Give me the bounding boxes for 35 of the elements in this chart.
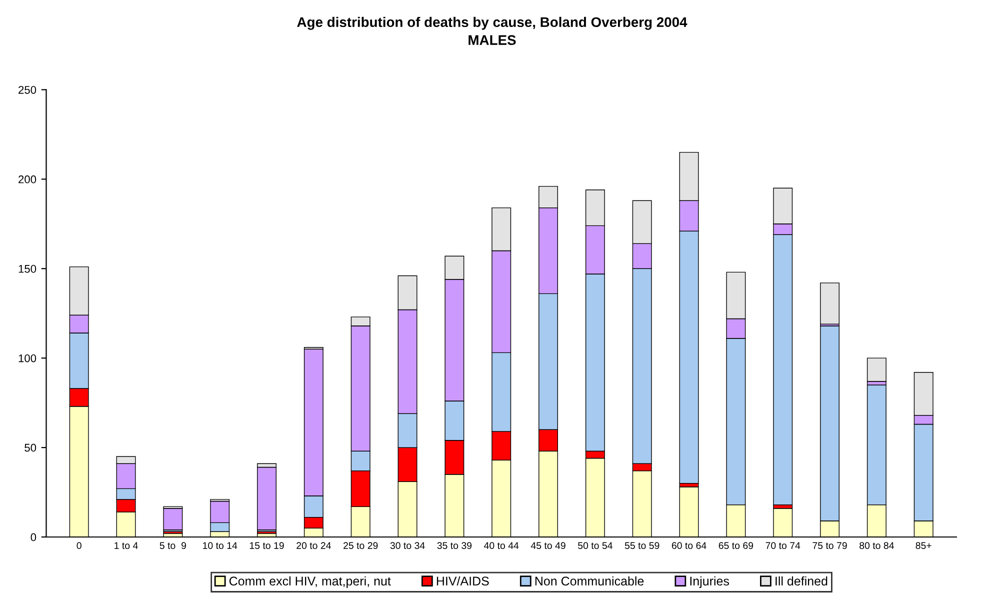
legend-label: Ill defined	[776, 576, 828, 586]
chart-subtitle: MALES	[468, 35, 516, 45]
bar	[257, 466, 276, 530]
x-tick-label: 15 to 19	[250, 542, 284, 550]
x-tick-label: 70 to 74	[766, 542, 800, 550]
x-tick-label: 80 to 84	[860, 542, 894, 550]
x-tick-label: 35 to 39	[437, 542, 472, 550]
legend-label: HIV/AIDS	[436, 576, 489, 586]
legend-label: Comm excl HIV, mat,peri, nut	[229, 576, 391, 588]
x-tick-label: 75 to 79	[812, 542, 847, 550]
x-tick-label: 55 to 59	[624, 542, 660, 550]
x-tick-label: 20 to 24	[296, 542, 331, 550]
x-tick-label: 40 to 44	[484, 542, 519, 550]
bar	[163, 508, 183, 530]
legend-label: Non Communicable	[535, 576, 644, 586]
chart-title: Age distribution of deaths by cause, Boland Overberg 2004	[297, 16, 688, 30]
bar	[866, 358, 886, 382]
x-tick-label: 5 to 9	[160, 542, 186, 550]
x-tick-label: 60 to 64	[672, 542, 706, 550]
y-tick-label: 250	[18, 86, 36, 94]
x-tick-label: 1 to 4	[114, 542, 138, 550]
y-tick-label: 150	[18, 264, 36, 273]
x-tick-label: 0	[76, 542, 82, 550]
y-tick-label: 100	[18, 354, 36, 362]
legend-label: Injuries	[690, 576, 730, 588]
y-tick-label: 200	[18, 175, 36, 184]
x-tick-label: 50 to 54	[578, 542, 612, 550]
y-tick-label: 0	[30, 533, 36, 542]
x-tick-label: 85+	[916, 542, 932, 550]
x-tick-label: 10 to 14	[203, 542, 238, 550]
x-tick-label: 65 to 69	[718, 542, 754, 550]
x-tick-label: 30 to 34	[390, 542, 425, 550]
y-tick-label: 50	[24, 444, 36, 452]
x-tick-label: 45 to 49	[530, 542, 566, 550]
x-tick-label: 25 to 29	[344, 542, 378, 550]
